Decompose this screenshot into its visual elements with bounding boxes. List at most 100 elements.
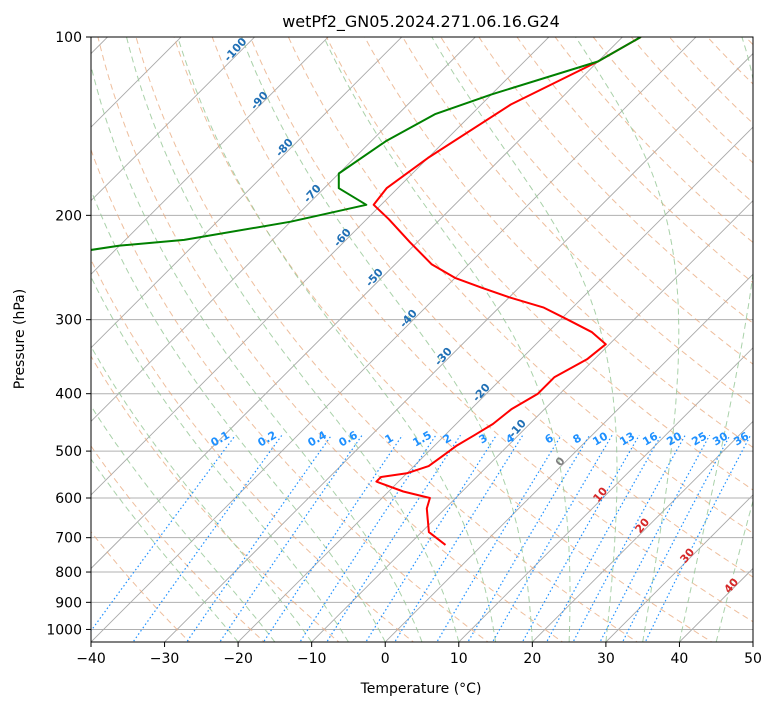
isotherm-gridline (373, 10, 775, 654)
isotherm-gridline (741, 10, 775, 654)
mixing-ratio-label: 0.4 (306, 428, 330, 449)
plot-frame (91, 37, 753, 642)
y-axis-title: Pressure (hPa) (12, 289, 28, 389)
moist-adiabat-label: 0 (553, 454, 568, 468)
mixing-ratio-line (436, 435, 562, 644)
mixing-ratio-line (572, 435, 685, 644)
mixing-ratio-line (81, 435, 235, 644)
dry-adiabat-line (508, 24, 775, 645)
x-tick-label: 20 (523, 651, 541, 667)
chart-title: wetPf2_GN05.2024.271.06.16.G24 (282, 12, 560, 32)
mixing-ratio-label: 10 (590, 429, 610, 448)
isotherm-gridline (0, 10, 282, 654)
isotherm-gridline (0, 10, 61, 654)
x-tick-label: 50 (744, 651, 762, 667)
y-tick-label: 800 (55, 565, 82, 581)
y-tick-label: 100 (55, 30, 82, 46)
dry-adiabat-label: -100 (221, 35, 249, 64)
mixing-ratio-line (467, 435, 590, 644)
isotherm-gridline (520, 10, 775, 654)
dry-adiabat-label: -20 (470, 381, 493, 405)
mixing-ratio-label: 16 (640, 429, 660, 448)
moist-adiabat-line (324, 37, 570, 642)
mixing-ratio-line (621, 435, 730, 644)
moist-adiabat-line (432, 37, 617, 642)
moist-adiabat-line (242, 37, 533, 642)
x-tick-label: 40 (671, 651, 689, 667)
mixing-ratio-label: 8 (571, 431, 584, 446)
mixing-ratio-label: 20 (664, 429, 684, 448)
mixing-ratio-label: 1 (383, 431, 396, 446)
dry-adiabat-line (358, 24, 775, 645)
isotherm-gridline (5, 10, 649, 654)
moist-adiabat-line (0, 37, 238, 642)
dry-adiabat-label: -40 (397, 307, 420, 331)
mixing-ratio-line (262, 435, 403, 644)
moist-adiabat-line (576, 37, 679, 642)
x-tick-label: −10 (297, 651, 327, 667)
dry-adiabat-line (320, 24, 775, 645)
x-tick-label: −30 (150, 651, 180, 667)
moist-adiabat-line (19, 37, 349, 642)
moist-adiabat-label: 10 (590, 484, 610, 504)
moist-adiabat-line (0, 37, 275, 642)
y-tick-label: 600 (55, 491, 82, 507)
x-tick-label: −40 (76, 651, 106, 667)
dry-adiabat-line (20, 24, 417, 645)
dry-adiabat-label: -60 (331, 226, 354, 250)
dry-adiabat-line (132, 24, 641, 645)
mixing-ratio-line (491, 435, 612, 644)
mixing-ratio-label: 30 (710, 429, 730, 448)
moist-adiabat-line (85, 37, 423, 642)
x-tick-label: 0 (381, 651, 390, 667)
x-tick-label: −20 (223, 651, 253, 667)
dry-adiabat-line (658, 24, 775, 645)
dry-adiabat-label: -70 (301, 182, 324, 206)
mixing-ratio-line (393, 435, 523, 644)
isotherm-gridline (0, 10, 355, 654)
mixing-ratio-line (298, 435, 436, 644)
moist-adiabat-label: 20 (632, 515, 652, 535)
mixing-ratio-line (185, 435, 332, 644)
y-tick-label: 500 (55, 444, 82, 460)
isotherm-gridline (0, 10, 208, 654)
dry-adiabat-line (0, 24, 267, 645)
mixing-ratio-label: 13 (617, 430, 637, 449)
dry-adiabat-label: -50 (363, 266, 386, 290)
mixing-ratio-label: 3 (477, 431, 490, 446)
mixing-ratio-line (521, 435, 639, 644)
mixing-ratio-label: 36 (731, 429, 751, 448)
moist-adiabat-label: 40 (721, 575, 741, 595)
dry-adiabat-line (433, 24, 775, 645)
dry-adiabat-line (245, 24, 775, 645)
y-tick-label: 200 (55, 208, 82, 224)
temperature-profile-line (374, 37, 641, 545)
dry-adiabat-label: -80 (273, 136, 296, 160)
mixing-ratio-line (131, 435, 282, 644)
x-tick-label: 10 (450, 651, 468, 667)
mixing-ratio-line (599, 435, 710, 644)
mixing-ratio-line (644, 435, 751, 644)
dry-adiabat-label: -30 (432, 345, 455, 369)
mixing-ratio-label: 1.5 (411, 428, 434, 449)
y-tick-label: 400 (55, 387, 82, 403)
moist-adiabat-line (716, 37, 775, 642)
dry-adiabat-label: -90 (248, 89, 271, 113)
dry-adiabat-line (57, 24, 491, 645)
isotherm-gridline (79, 10, 723, 654)
isotherm-gridline (300, 10, 775, 654)
y-tick-label: 1000 (46, 622, 82, 638)
moist-adiabat-label: 30 (677, 545, 697, 565)
y-tick-label: 700 (55, 531, 82, 547)
x-axis-title: Temperature (°C) (360, 681, 482, 697)
dry-adiabat-line (696, 24, 775, 645)
mixing-ratio-label: 2 (441, 431, 454, 446)
x-tick-label: 30 (597, 651, 615, 667)
y-tick-label: 300 (55, 313, 82, 329)
mixing-ratio-label: 25 (689, 430, 709, 449)
dry-adiabat-line (395, 24, 775, 645)
dry-adiabat-line (95, 24, 566, 645)
